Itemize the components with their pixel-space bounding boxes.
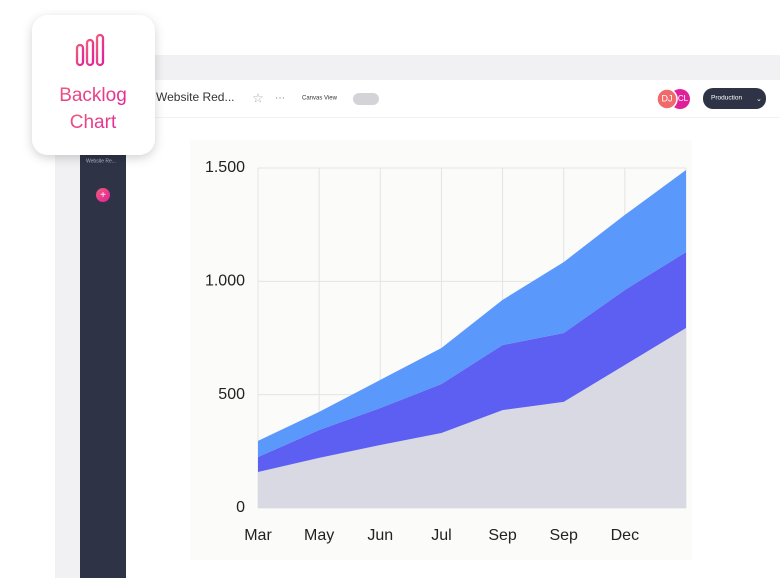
area [258,252,686,472]
y-tick-label: 1.500 [205,159,245,176]
doc-title[interactable]: Website Red... [156,90,234,104]
avatar-initials: CL [678,94,689,103]
area [258,170,686,458]
x-tick-label: Mar [244,527,272,544]
view-label: Canvas View [302,96,338,102]
y-tick-label: 0 [236,499,245,516]
avatar [656,88,678,110]
sidebar [80,80,126,578]
plot: 0 500 1.000 1.500 Mar May Jun Jul Sep Sep Dec [205,159,687,544]
add-icon: + [100,190,106,201]
x-tick-label: Sep [549,527,578,544]
more-icon[interactable]: ··· [275,93,285,104]
x-tick-label: Sep [488,527,517,544]
avatar-initials: DJ [662,93,673,103]
badge-title: Chart [70,112,117,133]
sidebar-item[interactable]: Website Re... [86,158,116,164]
badge-icon [75,33,105,73]
x-tick-label: Jul [431,527,451,544]
badge-title: Backlog [59,85,127,106]
environment-select[interactable] [703,88,766,109]
environment-label: Production [711,95,742,102]
x-tick-label: Dec [611,527,639,544]
view-toggle[interactable] [353,93,379,105]
y-tick-label: 500 [218,386,245,403]
y-tick-label: 1.000 [205,273,245,290]
area [258,328,686,508]
x-tick-label: May [304,527,334,544]
add-button[interactable] [96,188,110,202]
star-icon[interactable]: ☆ [252,90,264,105]
badge [32,15,155,155]
x-tick-label: Jun [367,527,393,544]
dropdown-icon: ⌄ [756,96,762,103]
